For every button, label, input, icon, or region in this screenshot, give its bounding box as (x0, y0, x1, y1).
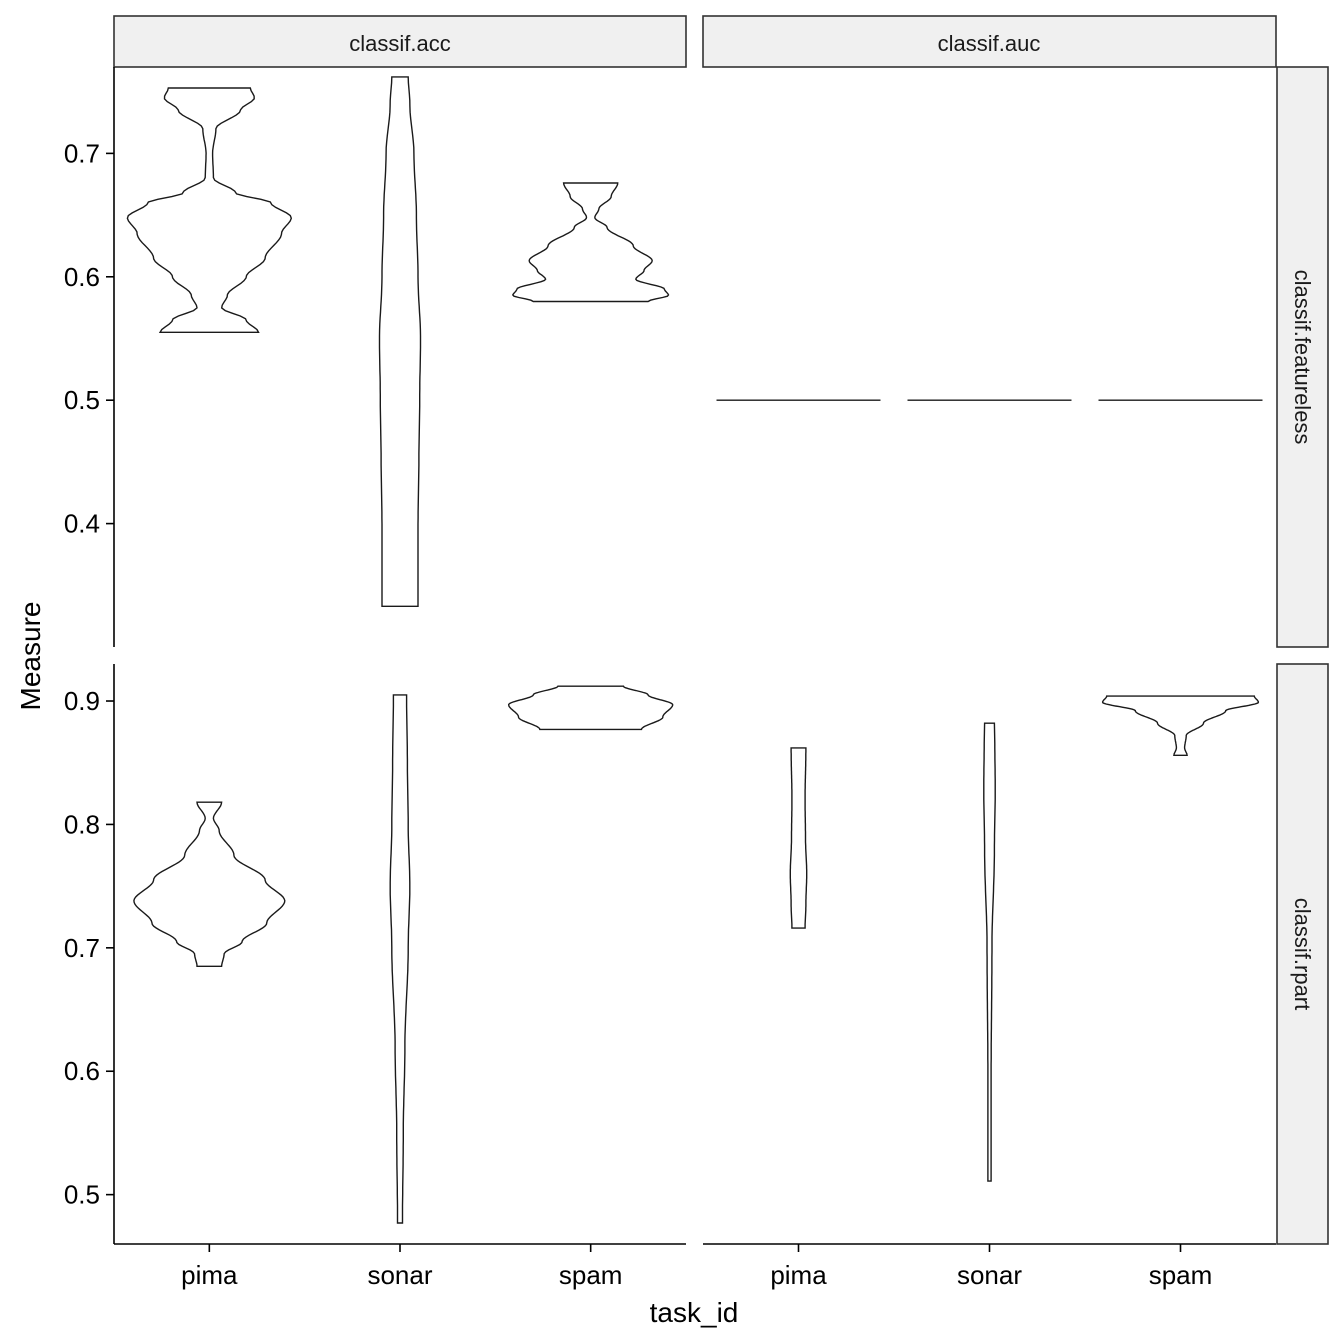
violin-sonar (983, 722, 996, 1182)
y-axis-title: Measure (15, 602, 46, 711)
column-strip-label: classif.auc (938, 31, 1041, 56)
violin-spam (508, 685, 674, 731)
y-tick-label: 0.7 (64, 138, 100, 168)
column-strip-label: classif.acc (349, 31, 450, 56)
x-tick-label: sonar (367, 1260, 432, 1290)
violin-spam (1101, 695, 1260, 756)
y-tick-label: 0.5 (64, 385, 100, 415)
y-tick-label: 0.4 (64, 509, 100, 539)
violin-layer (126, 76, 1263, 1224)
x-tick-label: pima (181, 1260, 238, 1290)
x-tick-label: pima (770, 1260, 827, 1290)
y-tick-label: 0.9 (64, 686, 100, 716)
row-strip-rpart: classif.rpart (1276, 663, 1329, 1245)
violin-pima (133, 801, 286, 967)
violin-sonar (389, 694, 411, 1224)
y-tick-label: 0.6 (64, 1056, 100, 1086)
column-strip-acc: classif.acc (113, 15, 687, 68)
row-strip-featureless: classif.featureless (1276, 66, 1329, 648)
violin-spam (511, 182, 670, 303)
x-tick-label: spam (1149, 1260, 1213, 1290)
x-axis-title: task_id (650, 1297, 739, 1328)
y-tick-label: 0.7 (64, 933, 100, 963)
violin-sonar (378, 76, 422, 607)
x-axis-ticks: pima sonar spam pima sonar spam (181, 1244, 1212, 1290)
column-strip-auc: classif.auc (702, 15, 1277, 68)
y-tick-label: 0.5 (64, 1180, 100, 1210)
y-tick-label: 0.6 (64, 262, 100, 292)
x-tick-label: spam (559, 1260, 623, 1290)
violin-pima (789, 747, 808, 929)
row-strip-label: classif.featureless (1290, 270, 1315, 445)
row-strip-label: classif.rpart (1290, 898, 1315, 1010)
violin-pima (126, 87, 293, 333)
x-tick-label: sonar (957, 1260, 1022, 1290)
y-tick-label: 0.8 (64, 809, 100, 839)
y-axis-ticks: 0.4 0.5 0.6 0.7 0.5 0.6 0.7 0.8 0.9 (64, 138, 114, 1210)
